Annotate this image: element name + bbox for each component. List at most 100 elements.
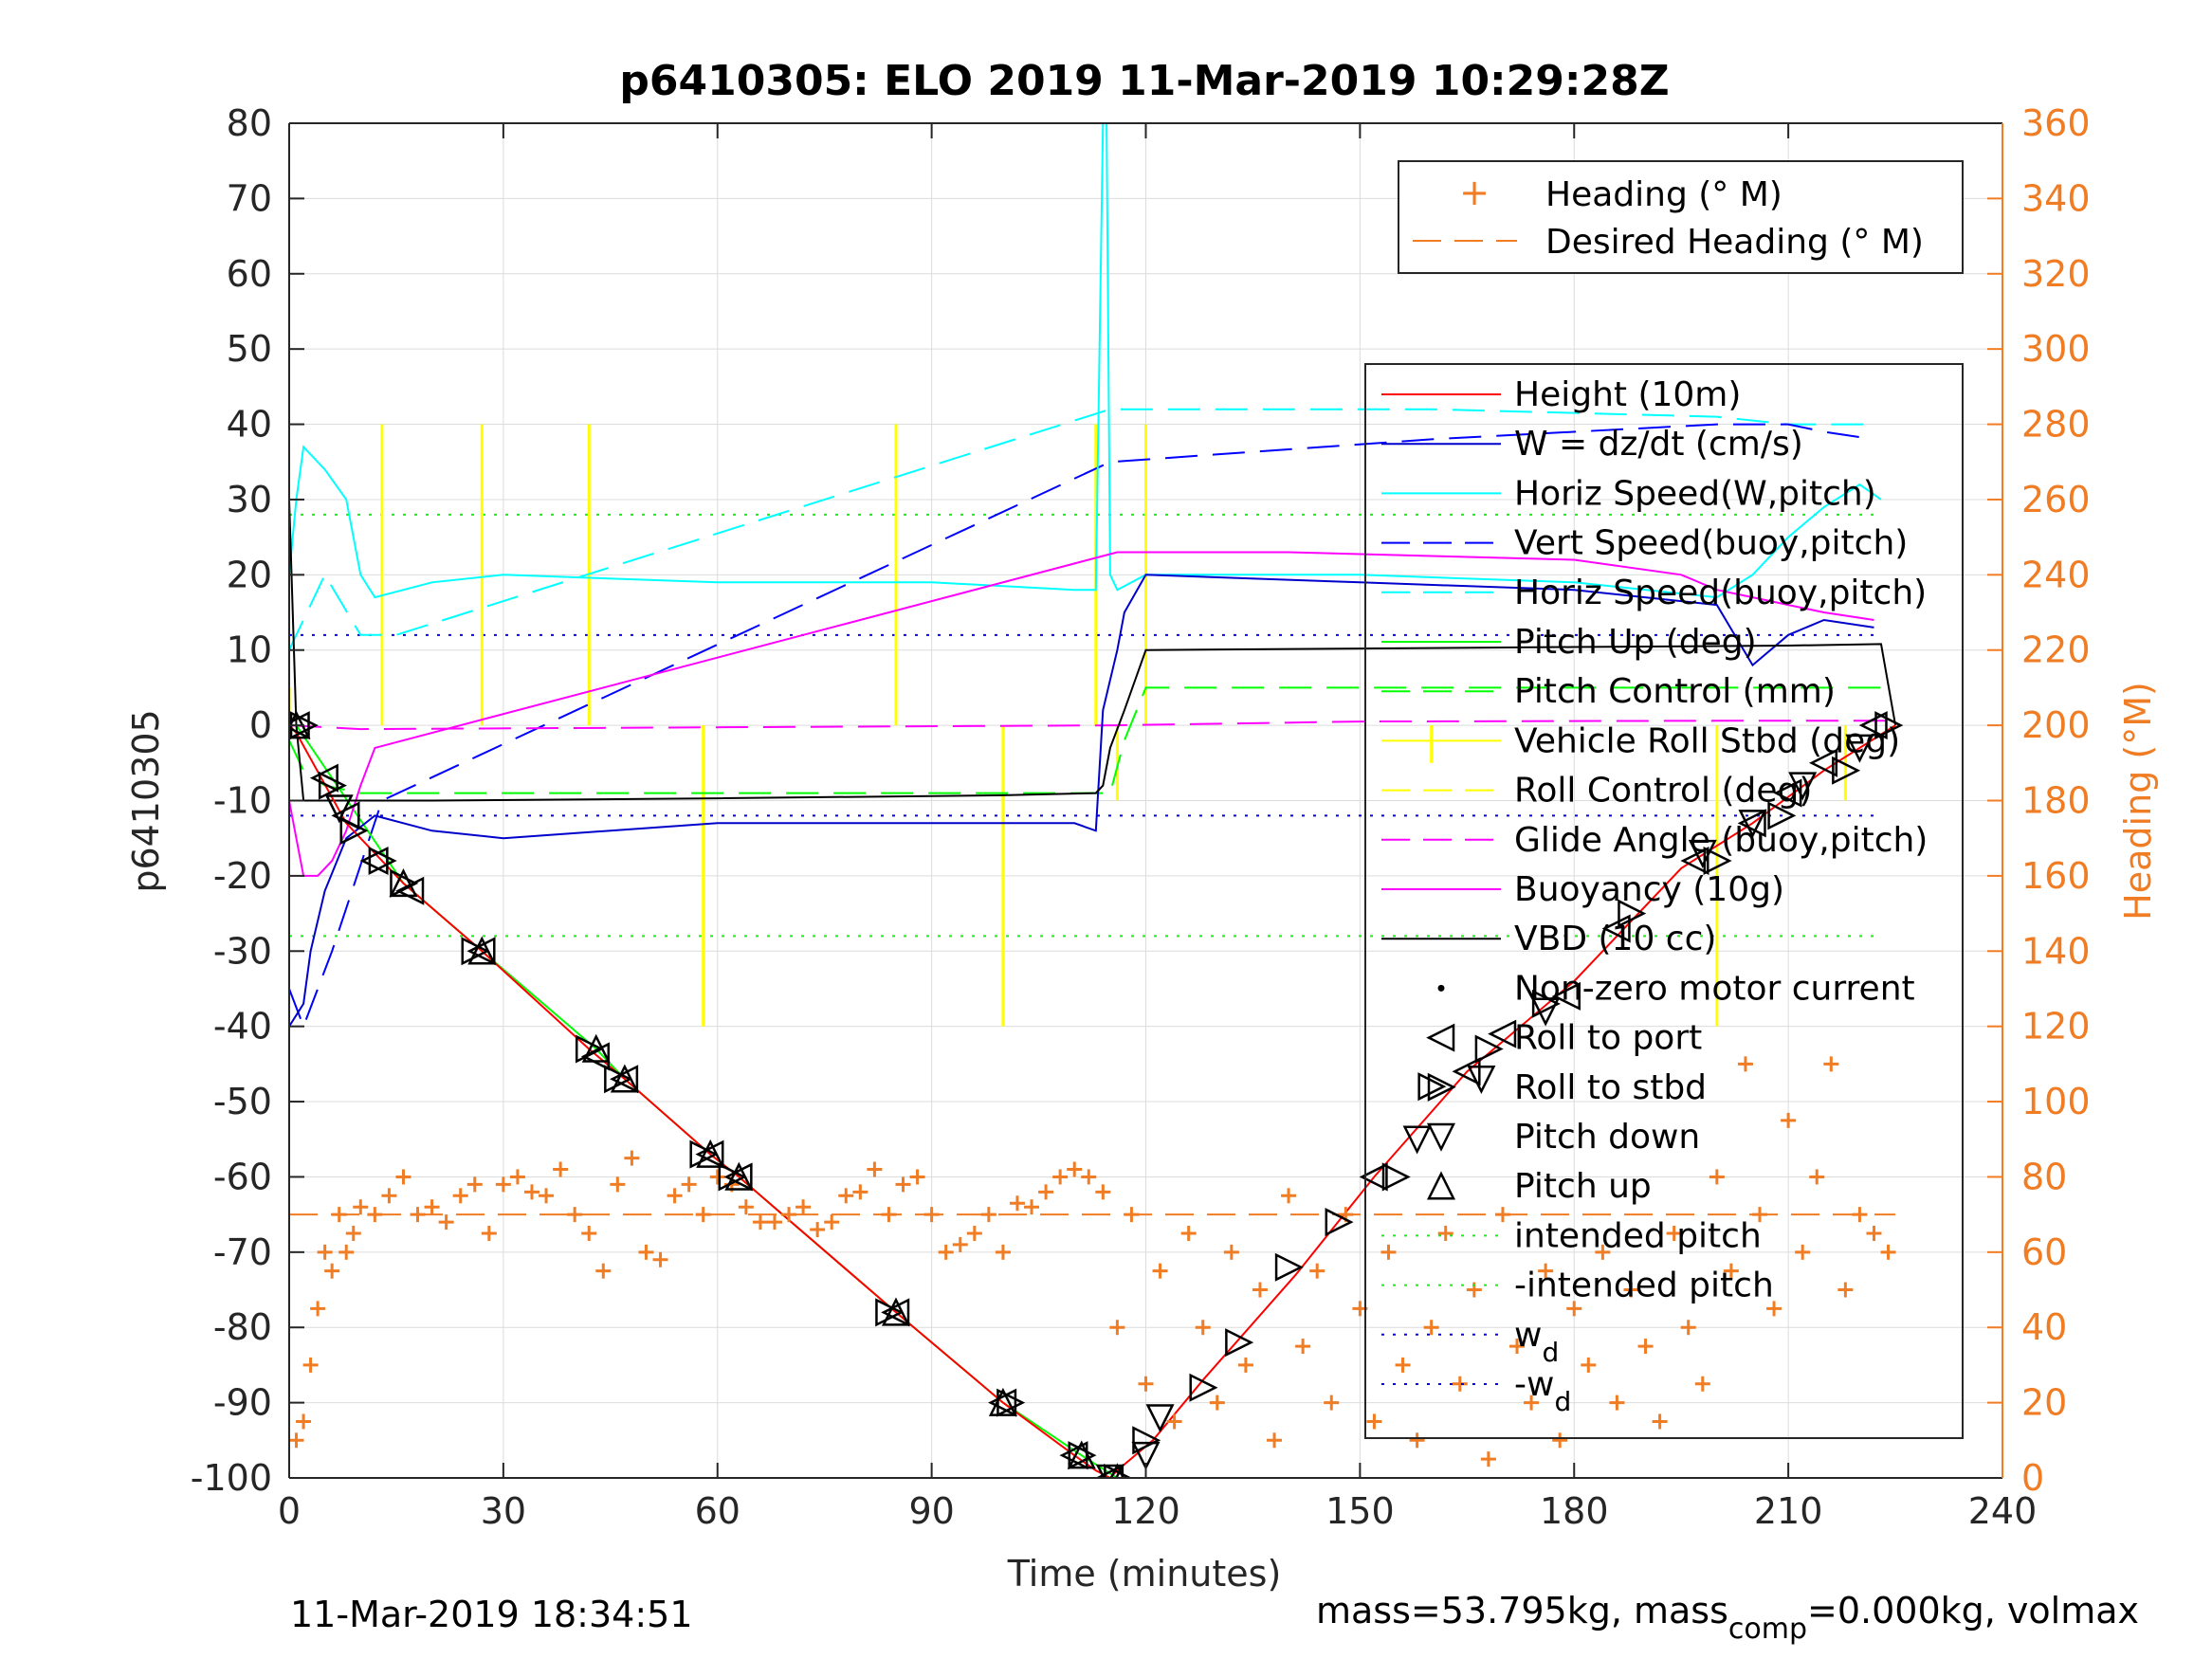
- pitch-down-marker: [1095, 1464, 1124, 1478]
- roll-to-stbd-marker: [1132, 1426, 1161, 1455]
- legend-entry-label: VBD (10 cc): [1514, 920, 1716, 958]
- y-right-tick-label: 100: [2021, 1081, 2091, 1122]
- heading-marker: [1052, 1169, 1069, 1185]
- heading-marker: [1766, 1301, 1782, 1317]
- roll-to-stbd-marker: [718, 1162, 747, 1192]
- x-tick-label: 60: [695, 1490, 740, 1532]
- y-left-tick-label: 0: [249, 704, 272, 746]
- heading-marker: [1823, 1056, 1839, 1072]
- legend-desired-heading-label: Desired Heading (° M): [1545, 223, 1924, 262]
- y-left-tick-label: -20: [213, 855, 272, 897]
- heading-marker: [1267, 1432, 1283, 1449]
- roll-to-stbd-marker: [1104, 1463, 1133, 1478]
- heading-marker: [553, 1161, 569, 1177]
- heading-marker: [395, 1169, 411, 1185]
- heading-marker: [709, 1169, 725, 1185]
- roll-to-port-marker: [1737, 809, 1766, 838]
- pitch-down-marker: [1531, 997, 1561, 1027]
- x-tick-label: 150: [1325, 1490, 1395, 1532]
- w-series: [289, 574, 1874, 1028]
- y-left-tick-label: 40: [227, 404, 272, 446]
- y-axis-left-label: p6410305: [125, 709, 167, 892]
- heading-marker: [1138, 1376, 1154, 1392]
- legend-roll-stbd-icon: [1427, 1072, 1456, 1102]
- footer-mass-sub: comp: [1728, 1613, 1807, 1646]
- roll-to-stbd-marker: [1225, 1328, 1254, 1358]
- y-right-tick-label: 260: [2021, 479, 2091, 520]
- y-right-tick-label: 40: [2021, 1306, 2067, 1348]
- y-right-tick-label: 220: [2021, 629, 2091, 671]
- x-tick-label: 210: [1754, 1490, 1823, 1532]
- legend-entry-sub: d: [1554, 1386, 1571, 1417]
- roll-to-port-marker: [466, 937, 496, 966]
- legend-entry-label: -intended pitch: [1514, 1267, 1774, 1305]
- legend-entry-label: Horiz Speed(buoy,pitch): [1514, 574, 1927, 612]
- heading-marker: [1124, 1207, 1140, 1223]
- heading-marker: [367, 1207, 383, 1223]
- legend-plus-marker-icon: +: [1459, 172, 1490, 213]
- grid-lines: [288, 122, 2003, 1479]
- y-right-tick-label: 280: [2021, 404, 2091, 446]
- y-left-tick-label: -50: [213, 1081, 272, 1122]
- roll-to-stbd-marker: [390, 868, 419, 898]
- heading-marker: [509, 1169, 525, 1185]
- y-left-tick-label: -10: [213, 780, 272, 822]
- heading-marker: [1652, 1413, 1668, 1430]
- heading-marker: [966, 1225, 982, 1241]
- heading-marker: [795, 1199, 812, 1215]
- heading-marker: [1694, 1376, 1710, 1392]
- roll-to-port-marker: [1858, 711, 1888, 740]
- heading-marker: [1209, 1395, 1225, 1411]
- pitch-up-marker: [696, 1139, 725, 1168]
- heading-marker: [1423, 1320, 1439, 1336]
- pitch-up-marker: [988, 1387, 1017, 1416]
- roll-to-stbd-marker: [1874, 711, 1904, 740]
- heading-marker: [909, 1169, 925, 1185]
- heading-marker: [1637, 1339, 1654, 1355]
- pitch-up-marker: [467, 936, 497, 965]
- roll-to-stbd-marker: [1474, 1034, 1504, 1064]
- heading-marker: [567, 1207, 583, 1223]
- roll-to-stbd-marker: [875, 1298, 905, 1327]
- heading-marker: [1324, 1395, 1340, 1411]
- heading-marker: [667, 1188, 683, 1204]
- heading-marker: [1524, 1395, 1540, 1411]
- y-right-tick-label: 340: [2021, 177, 2091, 219]
- heading-marker: [324, 1263, 340, 1279]
- roll-to-port-marker: [1680, 846, 1709, 876]
- pitch-down-marker: [1788, 772, 1818, 801]
- pitch-down-marker: [1131, 1441, 1161, 1470]
- y-right-tick-label: 200: [2021, 704, 2091, 746]
- pitch-up-marker: [389, 868, 418, 898]
- roll-to-stbd-marker: [1381, 1162, 1411, 1192]
- legend-entry-label: Non-zero motor current: [1514, 969, 1915, 1008]
- y-left-tick-label: 80: [227, 102, 272, 144]
- heading-marker: [523, 1184, 539, 1200]
- roll-to-stbd-marker: [1189, 1373, 1218, 1402]
- pitch-down-marker: [1688, 839, 1717, 868]
- legend-entry-label: Pitch Control (mm): [1514, 672, 1836, 711]
- heading-marker: [1409, 1432, 1425, 1449]
- roll-to-stbd-marker: [689, 1139, 719, 1169]
- heading-marker: [810, 1222, 826, 1238]
- legend-entry-label: Vehicle Roll Stbd (deg): [1514, 721, 1900, 760]
- heading-marker: [452, 1188, 468, 1204]
- legend-heading: + Heading (° M) Desired Heading (° M): [1398, 160, 1964, 274]
- y-left-tick-label: 50: [227, 328, 272, 370]
- heading-marker: [1009, 1195, 1025, 1212]
- footer-mass-part2: =0.000kg, volmax: [1807, 1590, 2139, 1632]
- y-right-tick-label: 140: [2021, 930, 2091, 972]
- y-right-tick-label: 80: [2021, 1156, 2067, 1197]
- heading-marker: [638, 1244, 654, 1260]
- legend-entry-label: Glide Angle (buoy,pitch): [1514, 821, 1928, 860]
- y-left-tick-label: 20: [227, 554, 272, 595]
- y-left-tick-label: 60: [227, 253, 272, 295]
- vbd-series: [289, 499, 1897, 802]
- heading-marker: [539, 1188, 555, 1204]
- heading-marker: [852, 1184, 868, 1200]
- heading-marker: [624, 1150, 640, 1166]
- roll-to-stbd-marker: [1618, 899, 1647, 928]
- x-tick-label: 180: [1540, 1490, 1609, 1532]
- x-tick-label: 240: [1968, 1490, 2038, 1532]
- pitch-down-marker: [1402, 1125, 1432, 1155]
